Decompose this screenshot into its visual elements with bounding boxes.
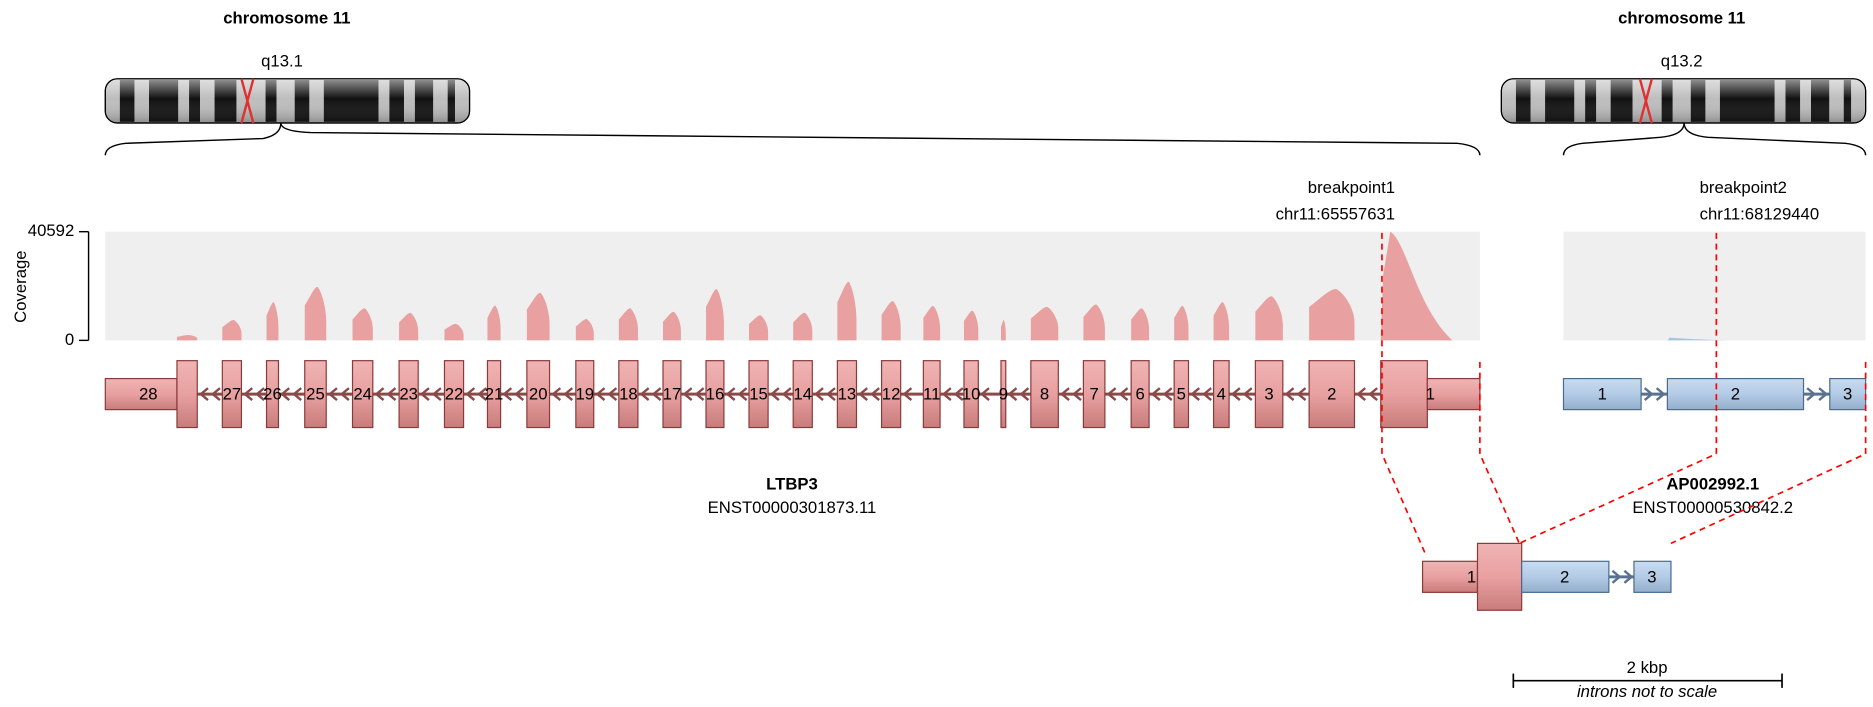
- exon-label: 15: [749, 385, 768, 404]
- exon-label: 21: [485, 385, 504, 404]
- exon-label: 5: [1177, 385, 1186, 404]
- exon-label: 8: [1040, 385, 1049, 404]
- exon-label: 2: [1560, 567, 1569, 586]
- exon-label: 11: [923, 385, 940, 404]
- exon-label: 1: [1598, 385, 1607, 404]
- exon-label: 14: [793, 385, 812, 404]
- exon-label: 6: [1135, 385, 1144, 404]
- coverage-label: Coverage: [11, 250, 30, 322]
- exon-label: 12: [882, 385, 901, 404]
- chromosome-label: chromosome 11: [223, 9, 350, 28]
- exon-label: 23: [399, 385, 418, 404]
- exon-label: 7: [1089, 385, 1098, 404]
- zoom-bracket: [1684, 123, 1866, 155]
- exon-label: 27: [223, 385, 242, 404]
- breakpoint-label: breakpoint2: [1700, 178, 1787, 197]
- chromosome-label: chromosome 11: [1618, 9, 1745, 28]
- breakpoint-position: chr11:68129440: [1700, 204, 1820, 223]
- breakpoint-label: breakpoint1: [1308, 178, 1395, 197]
- fusion-transcript: 1 2 3: [1423, 543, 1671, 610]
- exon-label: 25: [306, 385, 325, 404]
- exon-label: 24: [353, 385, 372, 404]
- exon-label: 26: [263, 385, 282, 404]
- exon-label: 13: [838, 385, 857, 404]
- gene-name: LTBP3: [766, 474, 818, 493]
- exon-label: 3: [1264, 385, 1273, 404]
- exon-label: 19: [575, 385, 594, 404]
- exon-label: 3: [1647, 567, 1656, 586]
- exon: [1427, 379, 1480, 410]
- exon-label: 3: [1843, 385, 1852, 404]
- y-tick-label: 0: [65, 330, 74, 349]
- exon-label: 1: [1467, 567, 1476, 586]
- exon-label: 18: [619, 385, 638, 404]
- exon-label: 2: [1327, 385, 1336, 404]
- breakpoint-position: chr11:65557631: [1276, 204, 1396, 223]
- band-label: q13.2: [1661, 52, 1703, 71]
- breakpoint-line: [1480, 362, 1519, 544]
- zoom-bracket: [281, 123, 1480, 155]
- gene-name: AP002992.1: [1666, 474, 1759, 493]
- exon-label: 28: [139, 385, 158, 404]
- exon-label: 2: [1731, 385, 1740, 404]
- exon-label: 9: [999, 385, 1008, 404]
- exon: [177, 361, 197, 428]
- exon: [1477, 543, 1521, 610]
- coverage-background: [1563, 232, 1865, 341]
- gene-layer: 2827262524232221201918171615141312111098…: [105, 361, 1865, 428]
- chromosome-shade: [1501, 79, 1865, 123]
- exon-label: 10: [962, 385, 981, 404]
- exon-label: 1: [1426, 385, 1435, 404]
- band-label: q13.1: [261, 52, 303, 71]
- exon-label: 22: [445, 385, 464, 404]
- exon-label: 17: [663, 385, 682, 404]
- exon-label: 20: [529, 385, 548, 404]
- zoom-bracket: [1563, 123, 1684, 155]
- exon-label: 16: [706, 385, 725, 404]
- exon: [1381, 361, 1428, 428]
- scale-label: 2 kbp: [1627, 658, 1668, 677]
- ideograms: [105, 79, 1865, 123]
- fusion-plot: chromosome 11 chromosome 11 q13.1 q13.2 …: [0, 0, 1873, 707]
- y-tick-label: 40592: [28, 221, 74, 240]
- chromosome-shade: [105, 79, 469, 123]
- transcript-id: ENST00000301873.11: [708, 498, 877, 517]
- exon-label: 4: [1217, 385, 1226, 404]
- zoom-bracket: [105, 123, 281, 155]
- scale-note: introns not to scale: [1577, 682, 1717, 701]
- transcript-id: ENST00000530842.2: [1632, 498, 1793, 517]
